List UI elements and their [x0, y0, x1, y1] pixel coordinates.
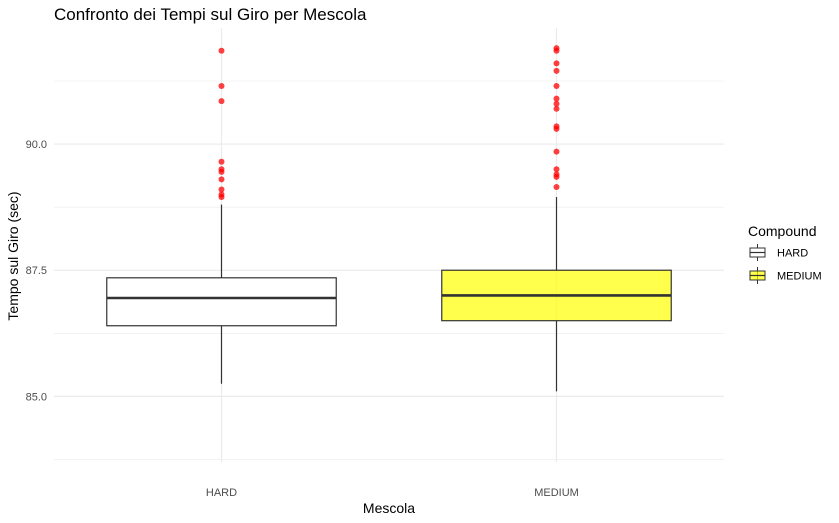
y-tick-label: 87.5	[26, 265, 47, 277]
outlier-point	[553, 183, 560, 190]
outlier-point	[553, 105, 560, 112]
outlier-point	[218, 168, 225, 175]
x-tick-label: MEDIUM	[534, 487, 579, 499]
outlier-point	[218, 176, 225, 183]
chart-title: Confronto dei Tempi sul Giro per Mescola	[54, 5, 367, 24]
x-axis-title: Mescola	[363, 500, 415, 516]
y-tick-label: 90.0	[26, 139, 47, 151]
outlier-point	[218, 158, 225, 165]
legend-label: HARD	[777, 248, 808, 260]
outlier-point	[553, 67, 560, 74]
box-hard	[106, 47, 337, 384]
outlier-point	[553, 100, 560, 107]
grid-layer	[54, 28, 724, 462]
legend-label: MEDIUM	[777, 271, 822, 283]
outlier-point	[553, 173, 560, 180]
outlier-point	[553, 95, 560, 102]
outlier-point	[218, 47, 225, 54]
legend: Compound HARD MEDIUM	[748, 223, 822, 284]
outlier-point	[218, 186, 225, 193]
outlier-point	[553, 83, 560, 90]
outlier-point	[218, 83, 225, 90]
outlier-point	[553, 148, 560, 155]
y-axis-title: Tempo sul Giro (sec)	[5, 191, 21, 320]
legend-entry-medium: MEDIUM	[749, 267, 822, 284]
outlier-point	[218, 194, 225, 201]
box-medium	[441, 45, 672, 392]
legend-entry-hard: HARD	[749, 244, 808, 261]
y-tick-label: 85.0	[26, 391, 47, 403]
y-axis-ticks: 85.0 87.5 90.0	[26, 139, 47, 403]
outlier-point	[218, 98, 225, 105]
outlier-point	[553, 166, 560, 173]
outlier-point	[553, 47, 560, 54]
iqr-box	[106, 277, 337, 327]
x-axis-ticks: HARD MEDIUM	[206, 487, 579, 499]
boxes-layer	[106, 45, 672, 392]
x-tick-label: HARD	[206, 487, 237, 499]
outlier-point	[553, 125, 560, 132]
legend-title: Compound	[748, 223, 817, 239]
outlier-point	[553, 60, 560, 67]
